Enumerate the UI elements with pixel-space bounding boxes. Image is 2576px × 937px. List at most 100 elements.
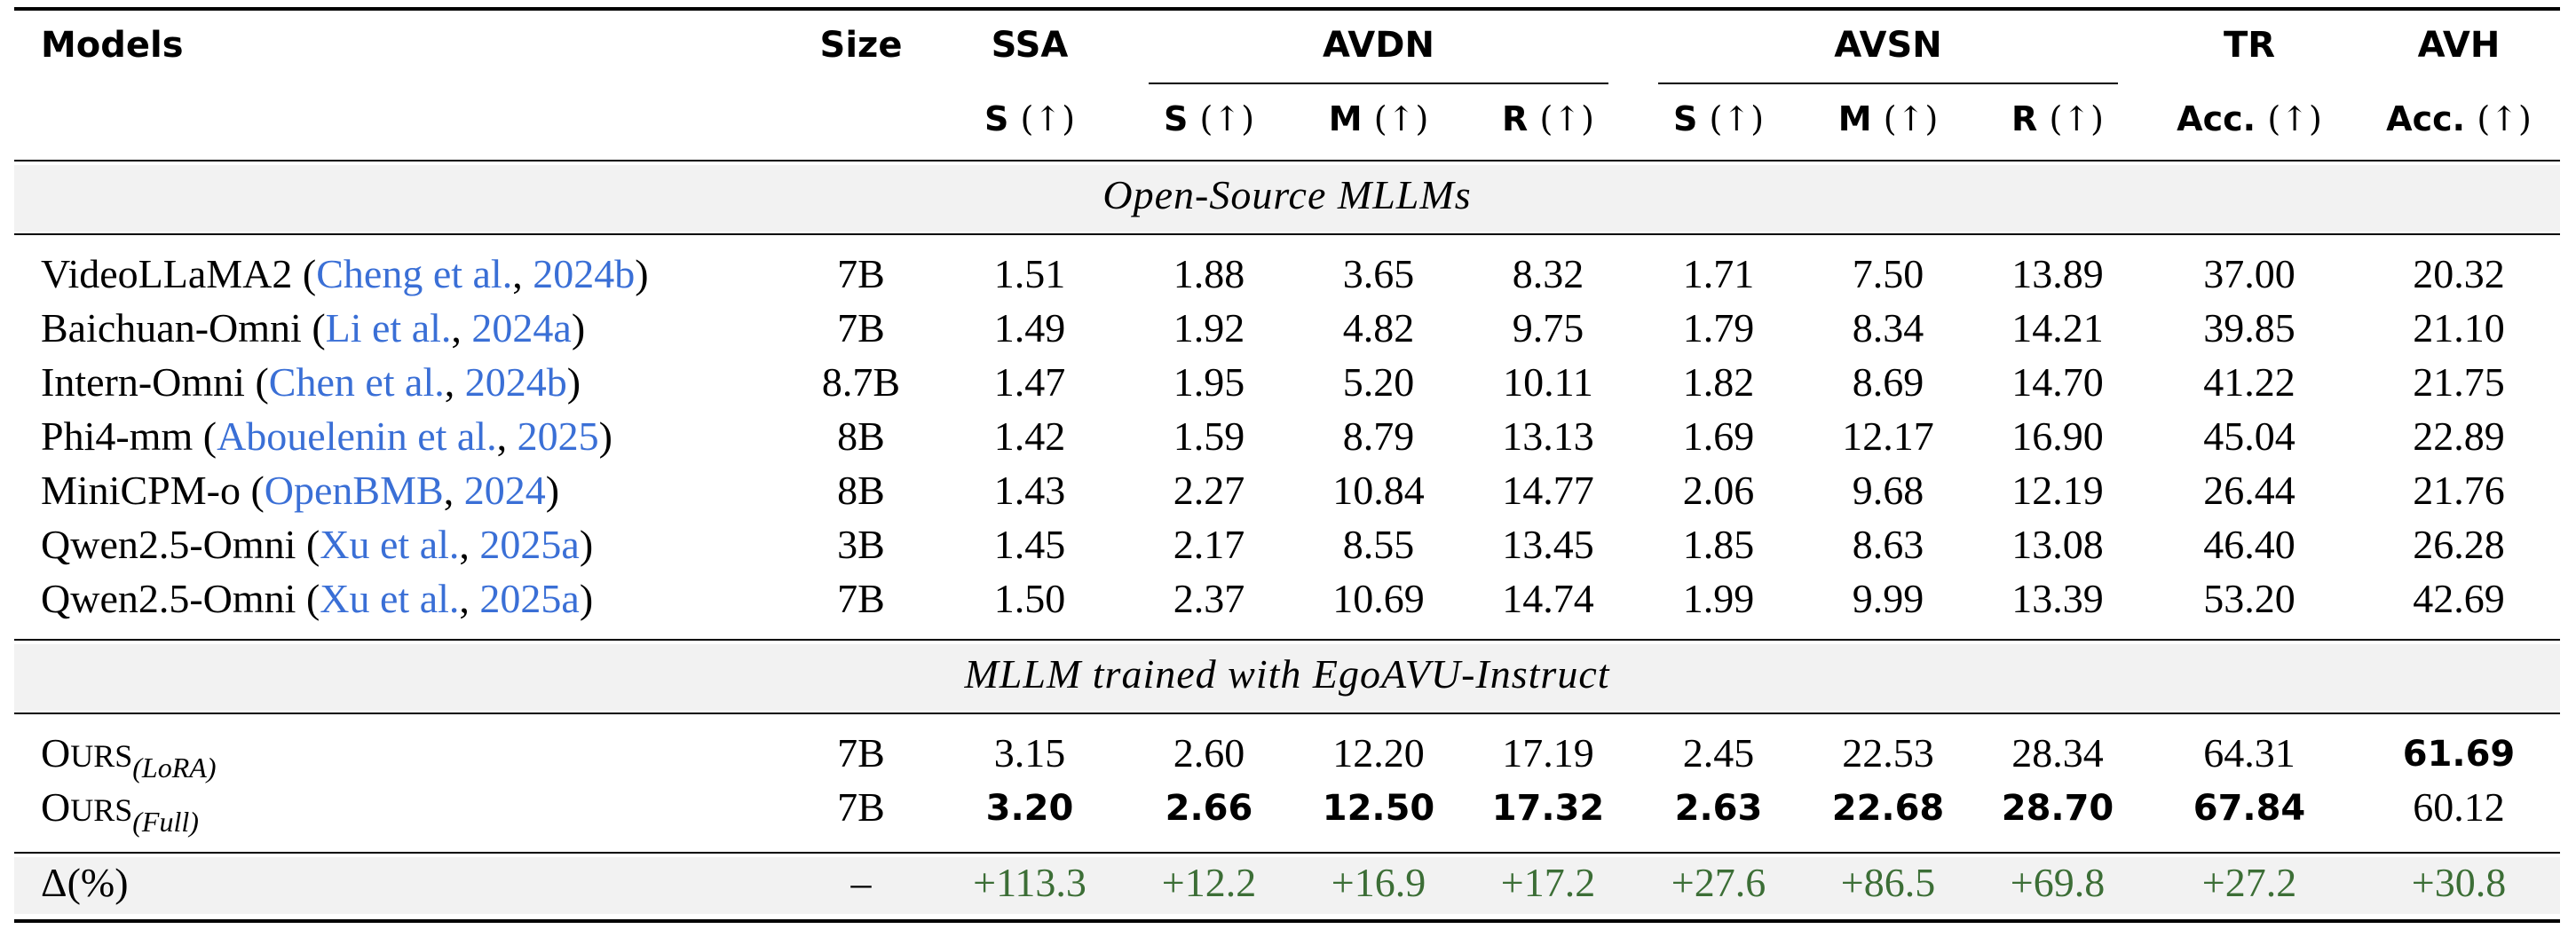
model-name: Phi4-mm (Abouelenin et al., 2025) <box>41 413 612 459</box>
model-name-text: Qwen2.5-Omni <box>41 522 296 567</box>
cell-ssa-s: 1.51 <box>993 251 1066 296</box>
model-name: Intern-Omni (Chen et al., 2024b) <box>41 359 581 405</box>
cell-avdn-s: 1.92 <box>1173 305 1245 350</box>
citation-year-link[interactable]: 2025a <box>479 522 580 567</box>
cell-avdn-m: 4.82 <box>1342 305 1415 350</box>
cell-avh-acc: 60.12 <box>2413 784 2505 830</box>
cell-tr-acc: 64.31 <box>2203 730 2295 776</box>
cell-avsn-m: 22.53 <box>1842 730 1934 776</box>
cell-avdn-s: 1.95 <box>1173 359 1245 405</box>
cell-avdn-m: 8.79 <box>1342 413 1415 459</box>
cell-avdn-r: 10.11 <box>1503 359 1593 405</box>
delta-ssa-s: +113.3 <box>973 860 1087 905</box>
cell-ssa-s: 1.50 <box>993 576 1066 621</box>
model-name-ours: OURS(Full) <box>41 783 199 838</box>
cell-avsn-r: 14.21 <box>2011 305 2104 350</box>
cell-avh-acc: 21.76 <box>2413 468 2505 513</box>
section-band-open-source <box>14 165 2560 232</box>
cell-avdn-s: 2.66 <box>1165 788 1253 829</box>
header-ssa: SSA <box>991 25 1069 66</box>
subheader-avsn-s: S (↑) <box>1672 99 1765 138</box>
citation-year-link[interactable]: 2025 <box>517 413 599 459</box>
citation-authors-link[interactable]: Abouelenin et al. <box>217 413 497 459</box>
citation-year-link[interactable]: 2024b <box>464 359 567 405</box>
header-avdn: AVDN <box>1323 25 1434 66</box>
top-rule <box>14 7 2560 11</box>
cell-ssa-s: 1.45 <box>993 522 1066 567</box>
section-title-open-source: Open-Source MLLMs <box>1102 172 1472 217</box>
citation-authors-link[interactable]: Xu et al. <box>320 522 460 567</box>
citation-year-link[interactable]: 2025a <box>479 576 580 621</box>
delta-avsn-s: +27.6 <box>1671 860 1766 905</box>
cell-avdn-m: 5.20 <box>1342 359 1415 405</box>
model-name-text: Baichuan-Omni <box>41 305 302 350</box>
header-rule <box>14 160 2560 161</box>
cell-avsn-s: 1.99 <box>1682 576 1755 621</box>
cell-avsn-r: 14.70 <box>2011 359 2104 405</box>
cell-ssa-s: 1.47 <box>993 359 1066 405</box>
subheader-avdn-r: R (↑) <box>1502 99 1594 138</box>
cell-avdn-r: 14.74 <box>1502 576 1594 621</box>
cell-size: 7B <box>837 784 885 830</box>
citation-authors-link[interactable]: Chen et al. <box>268 359 445 405</box>
cell-avsn-m: 8.34 <box>1852 305 1924 350</box>
cell-avdn-r: 14.77 <box>1502 468 1594 513</box>
model-name: Qwen2.5-Omni (Xu et al., 2025a) <box>41 522 594 567</box>
cell-size: 3B <box>837 522 885 567</box>
ours-variant-text: LoRA <box>141 752 207 783</box>
header-tr: TR <box>2223 25 2276 66</box>
citation-authors-link[interactable]: OpenBMB <box>264 468 444 513</box>
bottom-rule <box>14 919 2560 923</box>
citation-year-link[interactable]: 2024a <box>471 305 572 350</box>
cell-avdn-s: 2.17 <box>1173 522 1245 567</box>
model-name: Baichuan-Omni (Li et al., 2024a) <box>41 305 586 350</box>
cell-avsn-m: 22.68 <box>1831 788 1945 829</box>
cell-avdn-m: 10.84 <box>1332 468 1425 513</box>
ours-initial: O <box>41 730 71 776</box>
citation-authors-link[interactable]: Li et al. <box>325 305 452 350</box>
header-models: Models <box>41 25 184 66</box>
citation-authors-link[interactable]: Cheng et al. <box>316 251 513 296</box>
header-avsn: AVSN <box>1834 25 1942 66</box>
cell-tr-acc: 46.40 <box>2203 522 2295 567</box>
cell-avdn-r: 13.45 <box>1502 522 1594 567</box>
section-rule-open-source <box>14 233 2560 235</box>
model-name-text: Qwen2.5-Omni <box>41 576 296 621</box>
model-name-text: MiniCPM-o <box>41 468 241 513</box>
cell-avdn-s: 2.60 <box>1173 730 1245 776</box>
cell-tr-acc: 26.44 <box>2203 468 2295 513</box>
cell-ssa-s: 1.43 <box>993 468 1066 513</box>
cell-size: 8B <box>837 413 885 459</box>
cell-avdn-s: 2.27 <box>1173 468 1245 513</box>
cell-avsn-s: 1.85 <box>1682 522 1755 567</box>
avsn-group-rule <box>1658 83 2118 84</box>
cell-tr-acc: 39.85 <box>2203 305 2295 350</box>
cell-tr-acc: 67.84 <box>2193 788 2306 829</box>
cell-tr-acc: 53.20 <box>2203 576 2295 621</box>
cell-avh-acc: 42.69 <box>2413 576 2505 621</box>
subheader-avsn-r: R (↑) <box>2011 99 2104 138</box>
cell-avsn-m: 7.50 <box>1852 251 1924 296</box>
cell-ssa-s: 3.15 <box>993 730 1066 776</box>
delta-top-rule <box>14 852 2560 854</box>
cell-avdn-r: 9.75 <box>1512 305 1584 350</box>
delta-avsn-r: +69.8 <box>2010 860 2106 905</box>
citation-year-link[interactable]: 2024 <box>463 468 546 513</box>
cell-avdn-s: 1.88 <box>1173 251 1245 296</box>
cell-avsn-r: 13.39 <box>2011 576 2104 621</box>
cell-avdn-m: 3.65 <box>1342 251 1415 296</box>
cell-avsn-r: 12.19 <box>2011 468 2104 513</box>
cell-tr-acc: 41.22 <box>2203 359 2295 405</box>
subheader-avdn-s: S (↑) <box>1163 99 1255 138</box>
ours-variant: (Full) <box>132 806 199 838</box>
citation-authors-link[interactable]: Xu et al. <box>320 576 460 621</box>
cell-avdn-m: 12.20 <box>1332 730 1425 776</box>
cell-avdn-r: 17.19 <box>1502 730 1594 776</box>
section-top-rule-trained <box>14 639 2560 641</box>
cell-avdn-m: 12.50 <box>1322 788 1435 829</box>
cell-avsn-r: 28.70 <box>2001 788 2114 829</box>
cell-avdn-r: 17.32 <box>1491 788 1605 829</box>
model-name: MiniCPM-o (OpenBMB, 2024) <box>41 468 560 513</box>
delta-tr-acc: +27.2 <box>2201 860 2297 905</box>
citation-year-link[interactable]: 2024b <box>533 251 636 296</box>
